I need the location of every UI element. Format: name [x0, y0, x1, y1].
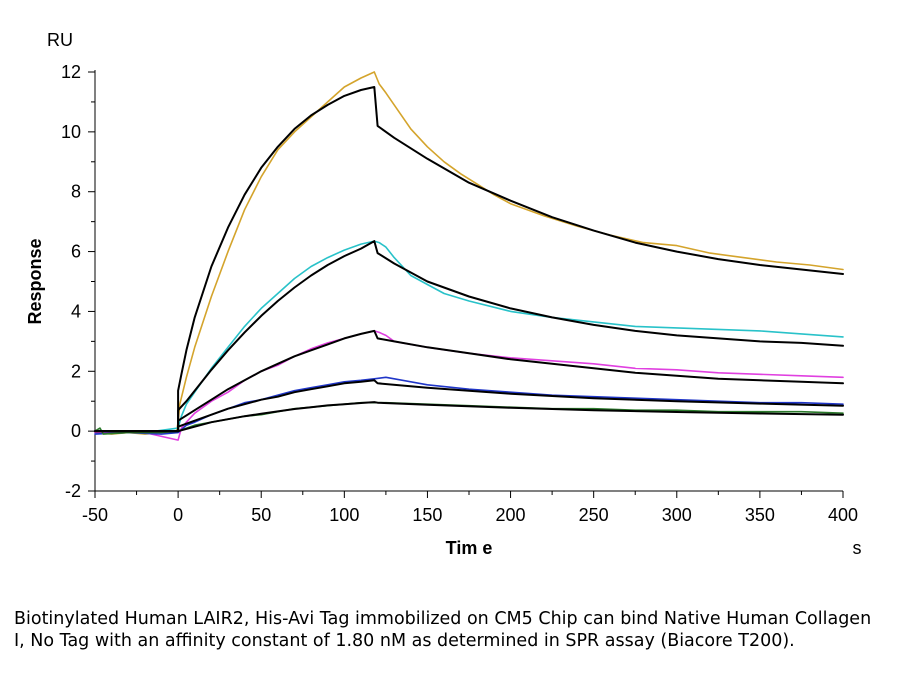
x-unit-label: s [853, 538, 862, 558]
y-tick-label: 4 [71, 301, 81, 321]
x-tick-label: 400 [828, 505, 858, 525]
y-tick-label: 0 [71, 421, 81, 441]
x-tick-label: 300 [662, 505, 692, 525]
y-tick-label: 12 [61, 62, 81, 82]
fit-curve-9 [94, 379, 844, 433]
x-tick-label: 350 [745, 505, 775, 525]
fit-curve-8 [94, 329, 844, 433]
x-tick-label: -50 [82, 505, 108, 525]
response-curve-4 [94, 376, 844, 435]
y-axis-title: Response [25, 238, 45, 324]
x-tick-label: 200 [496, 505, 526, 525]
y-tick-label: -2 [65, 481, 81, 501]
y-unit-label: RU [47, 30, 73, 50]
x-tick-label: 100 [329, 505, 359, 525]
response-curve-5 [94, 401, 844, 435]
y-tick-label: 6 [71, 242, 81, 262]
y-tick-label: 10 [61, 122, 81, 142]
fit-curve-10 [94, 401, 844, 433]
x-tick-label: 0 [173, 505, 183, 525]
y-tick-label: 2 [71, 361, 81, 381]
x-axis-title: Tim e [446, 538, 493, 558]
fit-curve-6 [94, 86, 844, 433]
x-tick-label: 50 [251, 505, 271, 525]
fit-curve-7 [94, 240, 844, 433]
axes: -2 0 2 4 6 8 10 12 -50 0 50 100 150 200 250 300 350 400 [61, 62, 858, 525]
figure-caption: Biotinylated Human LAIR2, His-Avi Tag im… [14, 609, 872, 651]
x-tick-label: 250 [579, 505, 609, 525]
y-tick-label: 8 [71, 182, 81, 202]
series-layer [94, 71, 844, 441]
spr-sensorgram-chart: -2 0 2 4 6 8 10 12 -50 0 50 100 150 200 250 300 350 400 R… [25, 30, 862, 558]
x-tick-label: 150 [412, 505, 442, 525]
